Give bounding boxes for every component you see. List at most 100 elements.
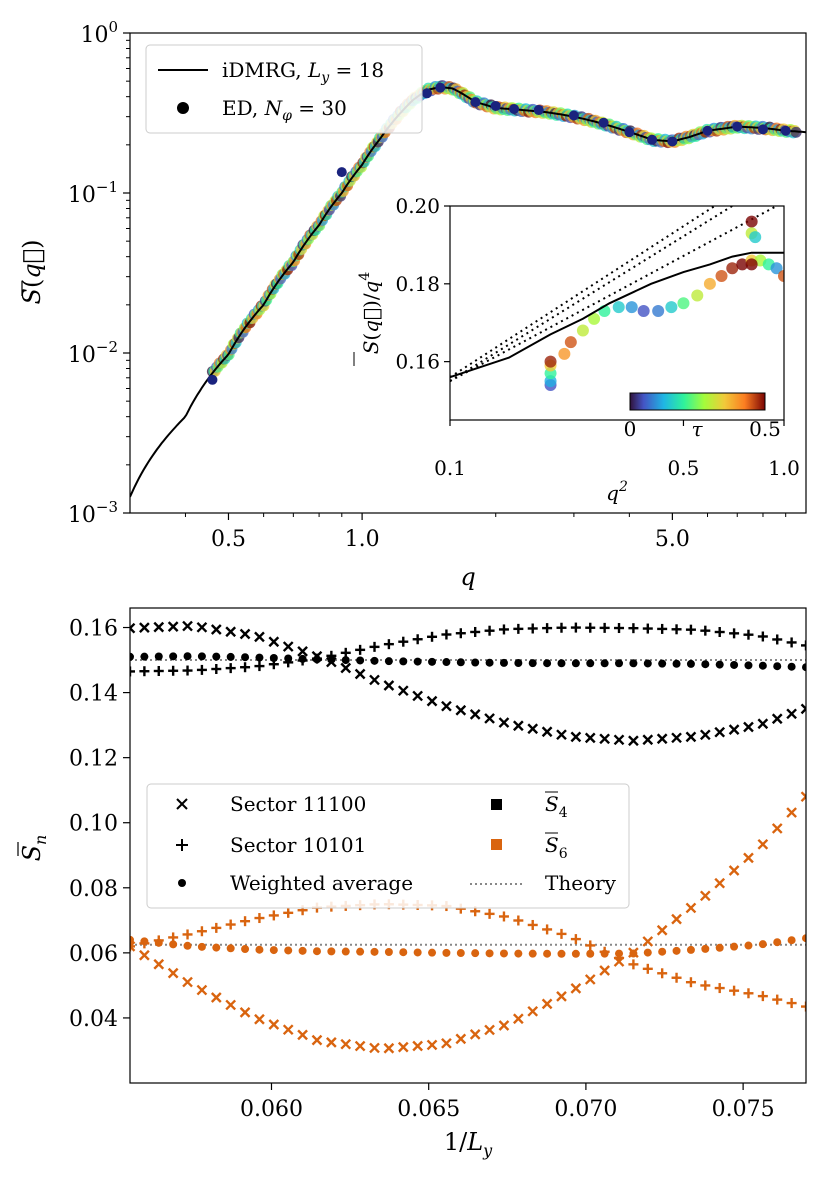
x-marker: [282, 1024, 294, 1036]
x-marker: [556, 729, 567, 741]
x-marker: [441, 700, 452, 712]
dot-marker: [571, 659, 580, 668]
inset-ed-point: [736, 258, 749, 271]
x-marker: [642, 936, 654, 947]
x-marker: [354, 1040, 366, 1052]
bottom-ytick-label: 0.12: [69, 747, 118, 772]
dot-marker: [255, 653, 264, 662]
dot-marker: [600, 949, 609, 958]
legend-idmrg-label: iDMRG, Ly = 18: [222, 58, 384, 86]
inset-theory-line: [450, 206, 733, 382]
dot-marker: [183, 652, 192, 661]
x-marker: [441, 1037, 452, 1049]
inset-ed-point: [665, 301, 678, 314]
dot-marker: [686, 945, 695, 954]
x-marker: [469, 1029, 481, 1040]
inset-ed-point: [625, 301, 638, 314]
legend-ed-label: ED, Nφ = 30: [222, 96, 347, 124]
top-xtick-label: 5.0: [655, 527, 690, 552]
dot-marker: [241, 945, 250, 954]
x-marker: [196, 984, 208, 996]
x-marker: [397, 1041, 409, 1053]
legend-s6-marker: [491, 839, 502, 850]
x-marker: [210, 624, 222, 635]
dot-marker: [686, 659, 695, 668]
ed-point-dark: [421, 88, 432, 99]
x-marker: [130, 944, 136, 952]
dot-marker: [442, 658, 451, 667]
x-marker: [786, 807, 797, 818]
ed-point-dark: [647, 134, 658, 145]
dot-marker: [701, 660, 710, 669]
bottom-ytick-label: 0.16: [69, 617, 118, 642]
legend-theory: Theory: [545, 871, 617, 895]
x-marker: [397, 685, 409, 697]
dot-marker: [528, 659, 537, 668]
dot-marker: [456, 658, 465, 667]
x-marker: [714, 877, 726, 889]
top-xtick-label: 1.0: [345, 527, 380, 552]
dot-marker: [543, 659, 552, 668]
dot-marker: [169, 940, 178, 949]
x-marker: [599, 733, 610, 745]
x-marker: [130, 622, 136, 630]
inset-xtick-label: 0.5: [668, 456, 700, 480]
x-marker: [167, 621, 179, 632]
dot-marker: [557, 949, 566, 958]
dot-marker: [130, 935, 134, 944]
x-marker: [369, 674, 380, 686]
x-marker: [130, 941, 136, 949]
x-marker: [656, 733, 668, 745]
x-marker: [340, 662, 352, 674]
bottom-ytick-label: 0.04: [69, 1007, 118, 1032]
inset-ed-point: [576, 324, 589, 337]
x-marker: [426, 1039, 438, 1051]
dot-marker: [629, 659, 638, 668]
dot-marker: [701, 944, 710, 953]
dot-marker: [730, 942, 739, 951]
x-marker: [498, 1020, 510, 1031]
dot-marker: [643, 659, 652, 668]
dot-marker: [773, 938, 782, 947]
ed-point-dark: [702, 125, 713, 136]
dot-marker: [140, 937, 149, 946]
dot-marker: [356, 947, 365, 956]
x-marker: [340, 1038, 352, 1050]
x-marker: [728, 865, 740, 876]
dot-marker: [557, 659, 566, 668]
x-marker: [484, 713, 495, 724]
colorbar-max-label: 0.5: [749, 417, 781, 441]
x-marker: [383, 680, 395, 691]
ed-point-dark: [207, 374, 218, 385]
x-marker: [800, 703, 806, 711]
dot-marker: [428, 657, 437, 666]
dot-marker: [744, 661, 753, 670]
x-marker: [685, 902, 697, 914]
dot-marker: [571, 949, 580, 958]
dot-marker: [485, 949, 494, 958]
inset-ed-point: [715, 270, 728, 283]
dot-marker: [312, 655, 321, 664]
x-marker: [139, 622, 150, 633]
x-marker: [484, 1024, 495, 1036]
legend-s4: S4: [545, 792, 568, 821]
x-marker: [541, 726, 553, 738]
inset-ed-point: [588, 312, 601, 325]
dot-marker: [140, 652, 149, 661]
top-chart: 0.5 1.0 5.0 10−3 10−2 10−1 100 iDMRG, Ly = 18 …: [18, 18, 807, 591]
inset-ed-point: [778, 270, 784, 283]
x-marker: [130, 626, 136, 634]
inset-ed-point: [677, 297, 690, 310]
dot-marker: [758, 661, 767, 670]
bottom-ytick-label: 0.10: [69, 812, 118, 837]
inset-ed-point: [544, 355, 557, 368]
x-marker: [728, 724, 740, 735]
dot-marker: [658, 659, 667, 668]
dot-marker: [802, 663, 806, 672]
dot-marker: [312, 947, 321, 956]
ed-point-dark: [732, 121, 743, 132]
dot-marker: [758, 940, 767, 949]
colorbar-min-label: 0: [624, 417, 637, 441]
inset-ed-point: [745, 215, 758, 228]
